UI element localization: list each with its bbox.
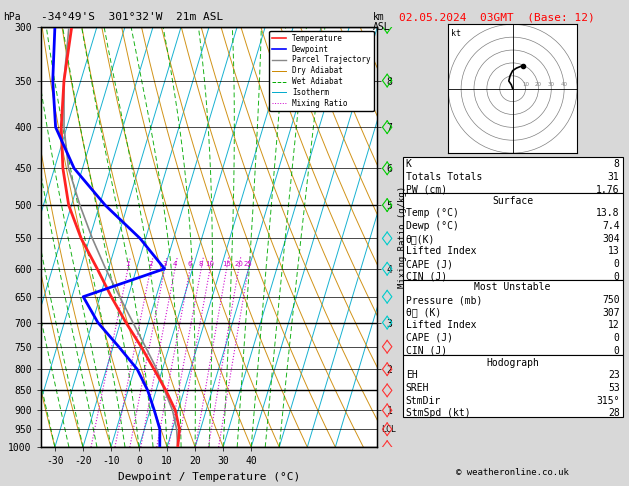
Text: -34°49'S  301°32'W  21m ASL: -34°49'S 301°32'W 21m ASL — [41, 12, 223, 22]
Text: 3: 3 — [162, 260, 167, 267]
Text: Most Unstable: Most Unstable — [474, 282, 551, 293]
Text: 1.76: 1.76 — [596, 185, 620, 195]
Text: 8: 8 — [199, 260, 203, 267]
Text: 53: 53 — [608, 383, 620, 393]
Text: SREH: SREH — [406, 383, 429, 393]
Text: 28: 28 — [608, 408, 620, 418]
Text: Hodograph: Hodograph — [486, 358, 539, 368]
Legend: Temperature, Dewpoint, Parcel Trajectory, Dry Adiabat, Wet Adiabat, Isotherm, Mi: Temperature, Dewpoint, Parcel Trajectory… — [269, 31, 374, 111]
Text: StmDir: StmDir — [406, 396, 441, 406]
Text: 307: 307 — [602, 308, 620, 318]
Text: θᴇ (K): θᴇ (K) — [406, 308, 441, 318]
Text: 40: 40 — [560, 82, 567, 87]
Text: 30: 30 — [548, 82, 555, 87]
Text: CAPE (J): CAPE (J) — [406, 333, 453, 343]
Text: Pressure (mb): Pressure (mb) — [406, 295, 482, 305]
Text: PW (cm): PW (cm) — [406, 185, 447, 195]
Text: 31: 31 — [608, 172, 620, 182]
Text: 0: 0 — [614, 333, 620, 343]
Text: 6: 6 — [188, 260, 192, 267]
Text: 315°: 315° — [596, 396, 620, 406]
Text: 13: 13 — [608, 246, 620, 257]
Text: 4: 4 — [173, 260, 177, 267]
Text: 0: 0 — [614, 259, 620, 269]
Text: © weatheronline.co.uk: © weatheronline.co.uk — [456, 468, 569, 477]
Text: 23: 23 — [608, 370, 620, 381]
Text: Lifted Index: Lifted Index — [406, 246, 476, 257]
Text: 0: 0 — [614, 272, 620, 282]
Text: 15: 15 — [222, 260, 231, 267]
Text: 304: 304 — [602, 234, 620, 244]
Text: Surface: Surface — [492, 196, 533, 206]
Text: 2: 2 — [148, 260, 153, 267]
Text: Totals Totals: Totals Totals — [406, 172, 482, 182]
Text: 0: 0 — [614, 346, 620, 356]
Text: hPa: hPa — [3, 12, 21, 22]
Text: EH: EH — [406, 370, 418, 381]
Text: Dewp (°C): Dewp (°C) — [406, 221, 459, 231]
Text: kt: kt — [451, 30, 461, 38]
Text: CAPE (J): CAPE (J) — [406, 259, 453, 269]
Text: 02.05.2024  03GMT  (Base: 12): 02.05.2024 03GMT (Base: 12) — [399, 12, 595, 22]
Text: Temp (°C): Temp (°C) — [406, 208, 459, 219]
Text: 10: 10 — [206, 260, 214, 267]
Text: 7.4: 7.4 — [602, 221, 620, 231]
X-axis label: Dewpoint / Temperature (°C): Dewpoint / Temperature (°C) — [118, 472, 300, 482]
Text: 25: 25 — [244, 260, 253, 267]
Text: CIN (J): CIN (J) — [406, 272, 447, 282]
Text: 10: 10 — [522, 82, 529, 87]
Text: km: km — [373, 12, 385, 22]
Text: 750: 750 — [602, 295, 620, 305]
Text: 8: 8 — [614, 159, 620, 170]
Text: 20: 20 — [535, 82, 542, 87]
Text: 13.8: 13.8 — [596, 208, 620, 219]
Text: CIN (J): CIN (J) — [406, 346, 447, 356]
Text: Lifted Index: Lifted Index — [406, 320, 476, 330]
Text: 1: 1 — [126, 260, 130, 267]
Text: θᴇ(K): θᴇ(K) — [406, 234, 435, 244]
Text: 12: 12 — [608, 320, 620, 330]
Text: LCL: LCL — [381, 425, 396, 434]
Text: K: K — [406, 159, 411, 170]
Text: ASL: ASL — [373, 22, 391, 32]
Y-axis label: Mixing Ratio (g/kg): Mixing Ratio (g/kg) — [398, 186, 407, 288]
Text: StmSpd (kt): StmSpd (kt) — [406, 408, 470, 418]
Text: 20: 20 — [234, 260, 243, 267]
